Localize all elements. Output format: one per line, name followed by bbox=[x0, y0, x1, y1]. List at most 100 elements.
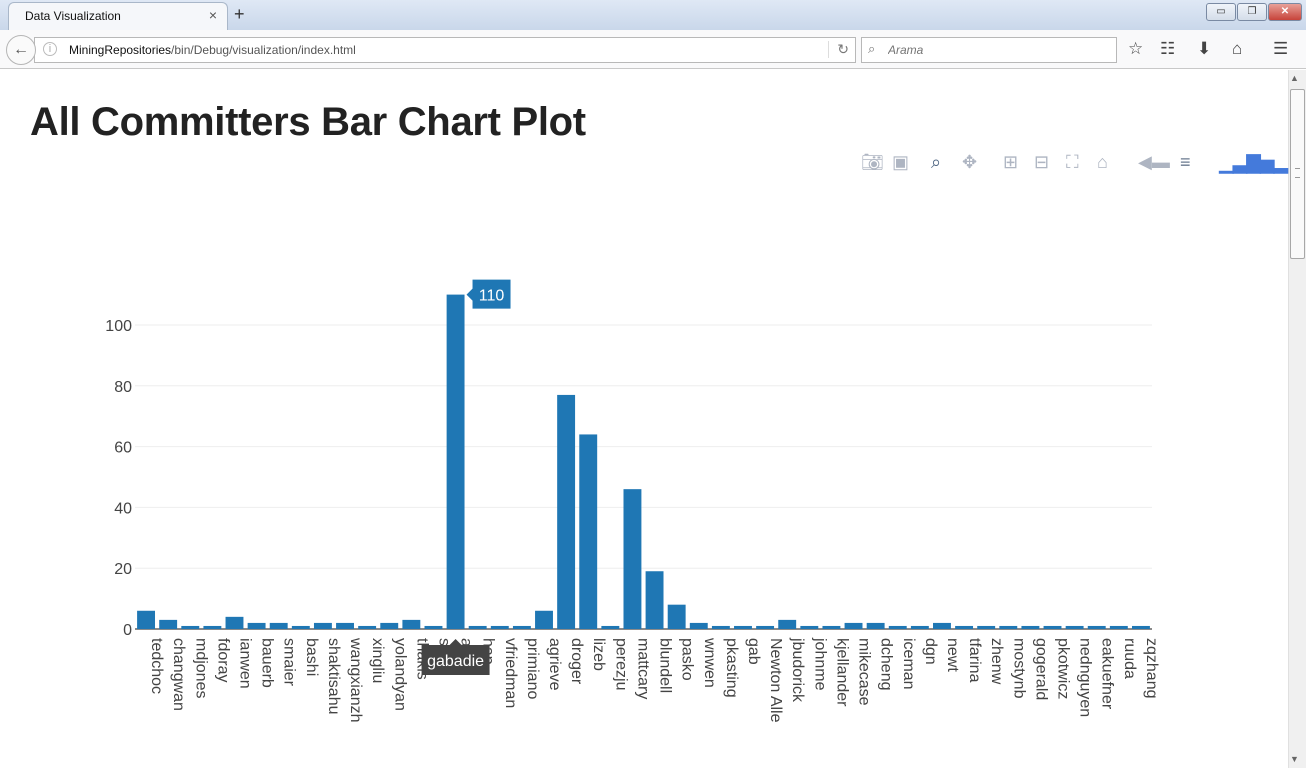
hover-compare-icon[interactable]: ≡ bbox=[1180, 152, 1191, 172]
bar[interactable] bbox=[512, 625, 531, 629]
reset-axes-icon[interactable]: ⌂ bbox=[1097, 152, 1108, 172]
bar[interactable] bbox=[181, 625, 200, 629]
bar[interactable] bbox=[689, 622, 708, 629]
bar[interactable] bbox=[977, 625, 996, 629]
x-tick-label: bauerb bbox=[259, 638, 276, 688]
hover-value-box bbox=[466, 279, 511, 309]
bar[interactable] bbox=[1109, 625, 1128, 629]
bar[interactable] bbox=[159, 619, 178, 629]
pan-icon[interactable]: ✥ bbox=[962, 152, 978, 172]
search-bar[interactable]: ⌕ bbox=[861, 37, 1117, 63]
bar[interactable] bbox=[269, 622, 288, 629]
window-close-button[interactable]: ✕ bbox=[1268, 3, 1302, 21]
bar[interactable] bbox=[380, 622, 399, 629]
scroll-up-arrow-icon[interactable]: ▲ bbox=[1290, 73, 1299, 83]
bar[interactable] bbox=[822, 625, 841, 629]
x-tick-label: primiano bbox=[524, 638, 541, 699]
hover-category-box bbox=[421, 639, 490, 675]
bar[interactable] bbox=[291, 625, 310, 629]
bookmark-star-icon[interactable]: ☆ bbox=[1128, 39, 1144, 58]
bar[interactable] bbox=[225, 616, 244, 629]
bar[interactable] bbox=[999, 625, 1018, 629]
save-icon[interactable]: ▣ bbox=[892, 152, 910, 172]
x-tick-label: tfarina bbox=[966, 638, 983, 683]
bar[interactable] bbox=[711, 625, 730, 629]
bar[interactable] bbox=[800, 625, 819, 629]
bar[interactable] bbox=[446, 294, 465, 629]
bar[interactable] bbox=[557, 394, 576, 629]
x-tick-label: johnme bbox=[811, 637, 828, 691]
gridlines bbox=[135, 324, 1152, 630]
x-tick-label: eakuefner bbox=[1099, 638, 1116, 710]
x-tick-label: bashi bbox=[303, 638, 320, 676]
bar[interactable] bbox=[601, 625, 620, 629]
bar[interactable] bbox=[402, 619, 421, 629]
bar[interactable] bbox=[866, 622, 885, 629]
bar[interactable] bbox=[844, 622, 863, 629]
reload-icon[interactable]: ↻ bbox=[828, 41, 849, 58]
x-tick-label: newt bbox=[944, 638, 961, 672]
url-bar[interactable]: i MiningRepositories/bin/Debug/visualiza… bbox=[34, 37, 856, 63]
bar[interactable] bbox=[1131, 625, 1150, 629]
zoom-in-icon[interactable]: ⊞ bbox=[1003, 152, 1019, 172]
x-tick-label: Newton Alle bbox=[767, 638, 784, 723]
menu-icon[interactable]: ☰ bbox=[1273, 39, 1289, 58]
bar[interactable] bbox=[336, 622, 354, 629]
x-tick-label: zqzhang bbox=[1143, 638, 1160, 699]
back-button[interactable]: ← bbox=[6, 35, 36, 65]
url-text: MiningRepositories/bin/Debug/visualizati… bbox=[69, 43, 356, 57]
bar[interactable] bbox=[137, 610, 156, 629]
bar[interactable] bbox=[1043, 625, 1062, 629]
scrollbar-thumb[interactable] bbox=[1290, 89, 1305, 259]
x-tick-label: perezju bbox=[612, 638, 629, 690]
bar[interactable] bbox=[623, 489, 642, 629]
x-tick-label: gab bbox=[745, 638, 762, 665]
y-tick-label: 20 bbox=[114, 561, 132, 578]
bar[interactable] bbox=[1021, 625, 1040, 629]
bar[interactable] bbox=[888, 625, 907, 629]
bar[interactable] bbox=[955, 625, 974, 629]
window-restore-button[interactable]: ❐ bbox=[1237, 3, 1267, 21]
bar[interactable] bbox=[424, 625, 443, 629]
x-tick-label: tedchoc bbox=[148, 638, 165, 694]
new-tab-button[interactable]: + bbox=[234, 4, 245, 24]
zoom-out-icon[interactable]: ⊟ bbox=[1034, 152, 1050, 172]
bar[interactable] bbox=[358, 625, 377, 629]
autoscale-icon[interactable]: ⛶ bbox=[1066, 152, 1079, 172]
tab-close-icon[interactable]: × bbox=[208, 7, 217, 23]
bar[interactable] bbox=[313, 622, 332, 629]
bar[interactable] bbox=[933, 622, 951, 629]
x-tick-label: iceman bbox=[900, 638, 917, 690]
bar[interactable] bbox=[468, 625, 487, 629]
hover-closest-icon[interactable]: ◀▬ bbox=[1138, 152, 1170, 172]
y-tick-label: 80 bbox=[114, 379, 132, 396]
bar[interactable] bbox=[247, 622, 266, 629]
zoom-icon[interactable]: ⌕ bbox=[931, 152, 942, 172]
download-icon[interactable]: ⬇ bbox=[1197, 39, 1212, 58]
x-tick-label: nednguyen bbox=[1077, 638, 1094, 717]
bar[interactable] bbox=[645, 571, 664, 629]
bar[interactable] bbox=[734, 625, 752, 629]
site-info-icon[interactable]: i bbox=[43, 42, 57, 56]
plotly-logo-icon[interactable]: ▁▃▇▅▂ bbox=[1219, 153, 1288, 174]
bar[interactable] bbox=[1065, 625, 1084, 629]
scroll-down-arrow-icon[interactable]: ▼ bbox=[1290, 754, 1299, 764]
home-icon[interactable]: ⌂ bbox=[1232, 39, 1243, 58]
bar[interactable] bbox=[579, 434, 598, 629]
bar[interactable] bbox=[490, 625, 509, 629]
window-minimize-button[interactable]: ▭ bbox=[1206, 3, 1236, 21]
bar[interactable] bbox=[203, 625, 222, 629]
reading-list-icon[interactable]: ☷ bbox=[1160, 39, 1176, 58]
bar[interactable] bbox=[1087, 625, 1106, 629]
camera-icon[interactable]: 📷︎ bbox=[861, 152, 884, 172]
bar[interactable] bbox=[778, 619, 797, 629]
search-input[interactable] bbox=[886, 39, 1110, 61]
scrollbar-grip bbox=[1295, 168, 1300, 178]
bar[interactable] bbox=[667, 604, 686, 629]
bar[interactable] bbox=[535, 610, 553, 629]
bar[interactable] bbox=[910, 625, 929, 629]
bar[interactable] bbox=[756, 625, 775, 629]
browser-tab[interactable]: Data Visualization × bbox=[8, 2, 228, 31]
url-path: /bin/Debug/visualization/index.html bbox=[171, 43, 356, 57]
